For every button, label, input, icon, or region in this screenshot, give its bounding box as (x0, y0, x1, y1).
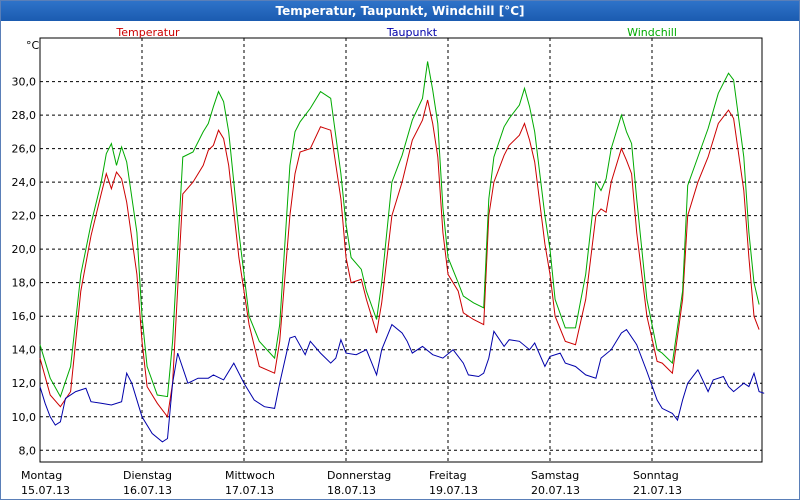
x-tick-date: 15.07.13 (21, 484, 70, 497)
y-tick-label: 18,0 (12, 277, 37, 290)
x-tick-date: 17.07.13 (225, 484, 274, 497)
x-tick-date: 18.07.13 (327, 484, 376, 497)
grid-lines (40, 38, 762, 462)
x-axis-ticks: Montag 15.07.13 Dienstag 16.07.13 Mittwoch 17… (21, 469, 682, 497)
y-axis-unit: °C (26, 39, 40, 52)
x-tick-day: Dienstag (123, 469, 172, 482)
x-tick-day: Mittwoch (225, 469, 275, 482)
x-tick-day: Samstag (531, 469, 579, 482)
series-line (39, 99, 760, 419)
x-tick-day: Sonntag (633, 469, 679, 482)
x-tick-date: 21.07.13 (633, 484, 682, 497)
legend-entry: Windchill (627, 26, 677, 39)
y-tick-label: 26,0 (12, 143, 37, 156)
x-tick-day: Donnerstag (327, 469, 391, 482)
y-axis-ticks: 8,0 10,0 12,0 14,0 16,0 18,0 20,0 22,0 24,0 26,0 2… (12, 76, 37, 458)
y-tick-label: 12,0 (12, 377, 37, 390)
legend-entry: Temperatur (115, 26, 180, 39)
legend: Temperatur Taupunkt Windchill (115, 26, 677, 39)
x-tick-date: 20.07.13 (531, 484, 580, 497)
chart-title: Temperatur, Taupunkt, Windchill [°C] (1, 1, 799, 21)
series-line (39, 61, 760, 398)
y-tick-label: 30,0 (12, 76, 37, 89)
plot-area (39, 37, 763, 463)
y-tick-label: 20,0 (12, 243, 37, 256)
legend-entry: Taupunkt (386, 26, 438, 39)
y-tick-label: 24,0 (12, 176, 37, 189)
y-tick-label: 28,0 (12, 109, 37, 122)
x-tick-date: 16.07.13 (123, 484, 172, 497)
y-tick-label: 10,0 (12, 411, 37, 424)
x-tick-day: Freitag (429, 469, 467, 482)
series-line (39, 323, 765, 443)
y-tick-label: 22,0 (12, 210, 37, 223)
y-tick-label: 8,0 (19, 444, 37, 457)
y-tick-label: 16,0 (12, 310, 37, 323)
series-lines (39, 61, 765, 443)
x-tick-day: Montag (21, 469, 62, 482)
y-tick-label: 14,0 (12, 344, 37, 357)
x-tick-date: 19.07.13 (429, 484, 478, 497)
